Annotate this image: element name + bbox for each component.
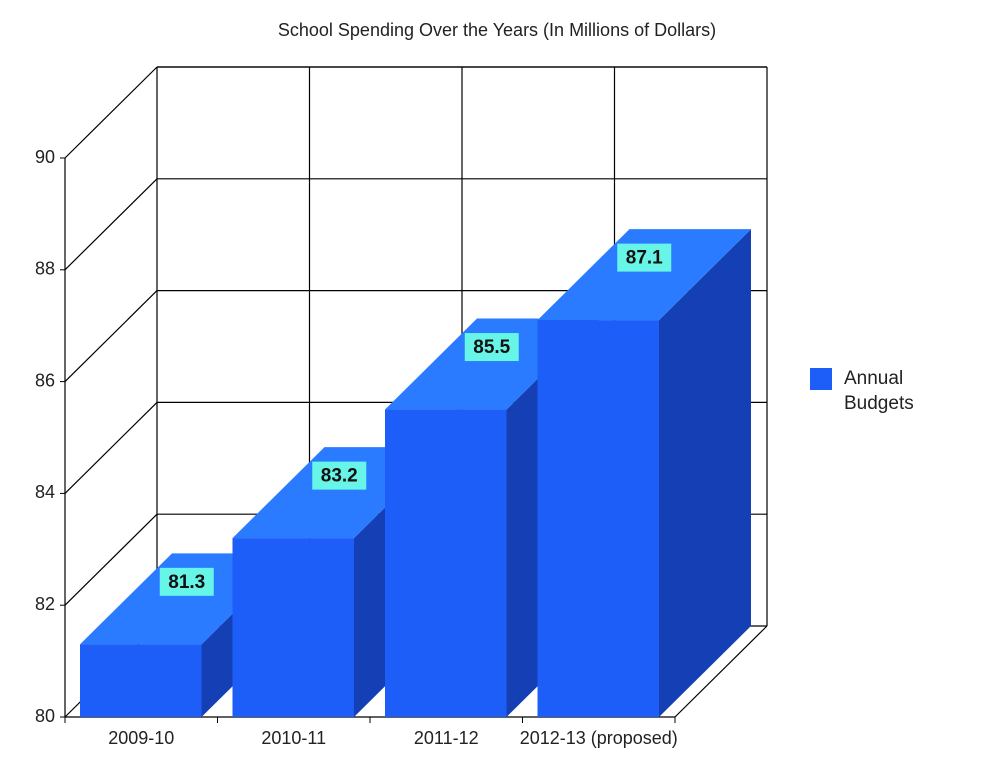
value-label: 83.2 (321, 466, 358, 487)
floor-edge (674, 625, 768, 718)
x-tick-label: 2009-10 (108, 728, 174, 748)
bar (232, 538, 354, 717)
bar (80, 644, 202, 717)
value-label-box (464, 333, 519, 362)
y-tick-label: 82 (35, 594, 55, 614)
grid-line (64, 66, 158, 159)
value-label-box (312, 461, 367, 490)
grid-line (64, 513, 158, 606)
bar (537, 320, 659, 717)
y-tick-label: 88 (35, 259, 55, 279)
legend: Annual Budgets (810, 366, 944, 416)
x-tick-label: 2010-11 (261, 728, 326, 748)
y-tick-label: 80 (35, 706, 55, 726)
value-label: 81.3 (168, 572, 205, 593)
value-label: 85.5 (473, 337, 510, 358)
legend-swatch (810, 368, 832, 390)
chart-title: School Spending Over the Years (In Milli… (278, 20, 716, 40)
grid-line (64, 178, 158, 271)
value-label: 87.1 (626, 248, 663, 269)
bar-side (659, 229, 751, 718)
bar (385, 409, 507, 717)
value-label-box (617, 243, 672, 272)
grid-line (64, 290, 158, 383)
legend-label: Annual Budgets (844, 368, 914, 414)
bar-top (537, 229, 751, 321)
x-tick-label: 2011-12 (414, 728, 479, 748)
grid-line (64, 401, 158, 494)
x-tick-label: 2012-13 (proposed) (520, 728, 678, 748)
y-tick-label: 84 (35, 482, 55, 502)
y-tick-label: 86 (35, 370, 55, 390)
y-tick-label: 90 (35, 147, 55, 167)
value-label-box (159, 567, 214, 596)
